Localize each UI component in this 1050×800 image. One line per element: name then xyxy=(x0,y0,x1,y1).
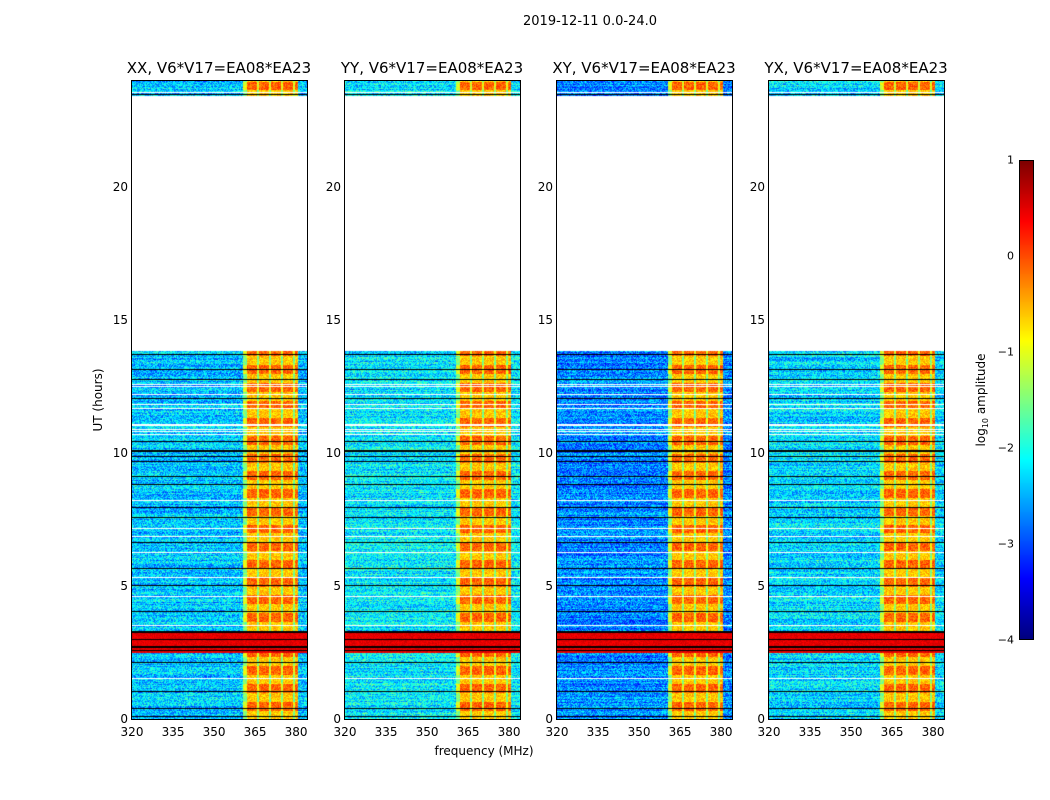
figure-title: 2019-12-11 0.0-24.0 xyxy=(523,14,657,29)
panel-title: XX, V6*V17=EA08*EA23 xyxy=(126,59,312,77)
y-tick-label: 5 xyxy=(120,579,128,594)
y-tick-label: 0 xyxy=(545,712,553,726)
heatmap-panel xyxy=(131,80,308,720)
colorbar-tick-label: −3 xyxy=(997,537,1014,551)
y-tick-label: 0 xyxy=(333,712,341,726)
heatmap-panel xyxy=(344,80,521,720)
y-tick-label: 5 xyxy=(757,579,765,594)
y-tick-label: 15 xyxy=(749,313,765,328)
panel-title: XY, V6*V17=EA08*EA23 xyxy=(552,59,736,77)
x-tick-label: 365 xyxy=(880,725,904,739)
x-tick-label: 350 xyxy=(839,725,863,739)
heatmap-image xyxy=(557,81,732,719)
x-tick-label: 365 xyxy=(456,725,480,739)
x-tick-label: 335 xyxy=(586,725,610,739)
x-tick-label: 320 xyxy=(333,725,357,739)
x-tick-label: 335 xyxy=(374,725,398,739)
x-tick-label: 335 xyxy=(798,725,822,739)
x-tick-label: 320 xyxy=(120,725,144,739)
y-axis-label: UT (hours) xyxy=(91,368,105,432)
heatmap-image xyxy=(769,81,944,719)
x-tick-label: 335 xyxy=(161,725,185,739)
x-tick-label: 380 xyxy=(497,725,521,739)
heatmap-panel xyxy=(556,80,733,720)
colorbar xyxy=(1019,160,1034,640)
y-tick-label: 5 xyxy=(333,579,341,594)
y-tick-label: 10 xyxy=(749,446,765,461)
heatmap-image xyxy=(132,81,307,719)
y-tick-label: 10 xyxy=(112,446,128,461)
panel-title: YY, V6*V17=EA08*EA23 xyxy=(340,59,524,77)
colorbar-tick-label: 0 xyxy=(1007,249,1014,263)
y-tick-label: 0 xyxy=(757,712,765,726)
y-tick-label: 20 xyxy=(537,180,553,195)
x-tick-label: 365 xyxy=(668,725,692,739)
x-tick-label: 350 xyxy=(415,725,439,739)
x-tick-label: 350 xyxy=(627,725,651,739)
x-tick-label: 350 xyxy=(202,725,226,739)
y-tick-label: 15 xyxy=(537,313,553,328)
y-tick-label: 15 xyxy=(112,313,128,328)
colorbar-tick-label: 1 xyxy=(1007,153,1014,167)
x-tick-label: 380 xyxy=(284,725,308,739)
x-axis-label: frequency (MHz) xyxy=(434,744,534,758)
x-tick-label: 320 xyxy=(545,725,569,739)
y-tick-label: 5 xyxy=(545,579,553,594)
colorbar-tick-label: −1 xyxy=(997,345,1014,359)
panel-title: YX, V6*V17=EA08*EA23 xyxy=(764,59,948,77)
x-tick-label: 380 xyxy=(709,725,733,739)
colorbar-tick-label: −4 xyxy=(997,633,1014,647)
heatmap-image xyxy=(345,81,520,719)
colorbar-label: log10 amplitude xyxy=(973,353,991,447)
y-tick-label: 10 xyxy=(325,446,341,461)
y-tick-label: 15 xyxy=(325,313,341,328)
y-tick-label: 20 xyxy=(325,180,341,195)
y-tick-label: 0 xyxy=(120,712,128,726)
x-tick-label: 380 xyxy=(921,725,945,739)
y-tick-label: 20 xyxy=(749,180,765,195)
colorbar-tick-label: −2 xyxy=(997,441,1014,455)
x-tick-label: 320 xyxy=(757,725,781,739)
x-tick-label: 365 xyxy=(243,725,267,739)
y-tick-label: 10 xyxy=(537,446,553,461)
y-tick-label: 20 xyxy=(112,180,128,195)
heatmap-panel xyxy=(768,80,945,720)
